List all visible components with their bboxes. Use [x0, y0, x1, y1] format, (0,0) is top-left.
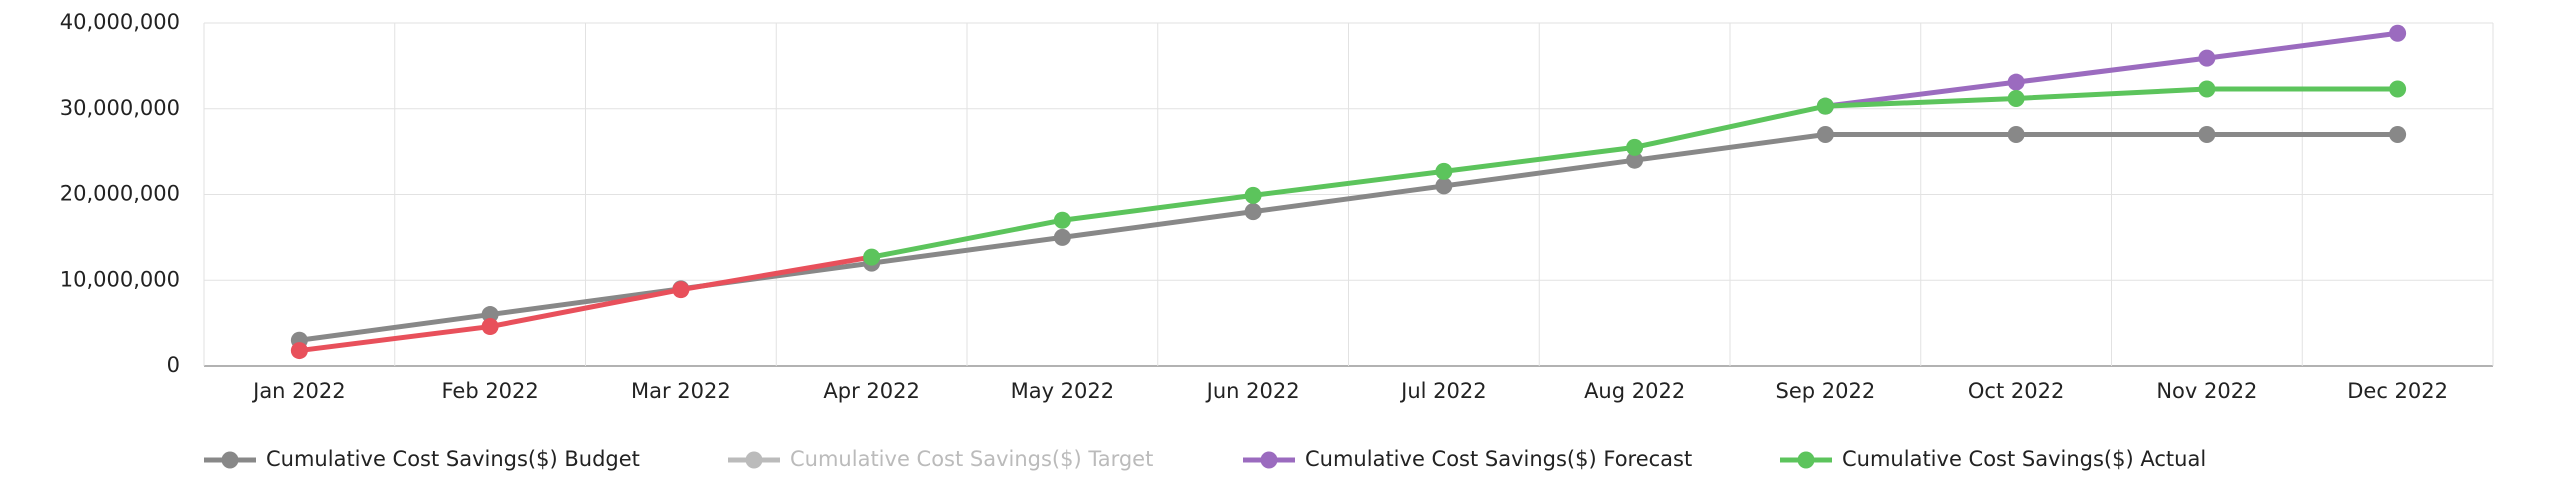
marker — [1053, 211, 1071, 229]
legend-label: Cumulative Cost Savings($) Forecast — [1305, 447, 1692, 471]
marker — [1626, 151, 1644, 169]
y-tick-label: 20,000,000 — [60, 182, 180, 206]
marker — [2389, 24, 2407, 42]
y-tick-label: 30,000,000 — [60, 96, 180, 120]
x-tick-label: Dec 2022 — [2347, 379, 2448, 403]
x-tick-label: Jan 2022 — [251, 379, 346, 403]
marker — [863, 248, 881, 266]
marker — [2007, 125, 2025, 143]
x-tick-label: Jul 2022 — [1399, 379, 1486, 403]
x-tick-label: Sep 2022 — [1776, 379, 1876, 403]
y-tick-label: 40,000,000 — [60, 10, 180, 34]
legend-item[interactable]: Cumulative Cost Savings($) Forecast — [1243, 447, 1692, 471]
marker — [1816, 125, 1834, 143]
marker — [2198, 80, 2216, 98]
marker — [2007, 73, 2025, 91]
marker — [2007, 89, 2025, 107]
legend-item[interactable]: Cumulative Cost Savings($) Actual — [1780, 447, 2206, 471]
series-line — [299, 131, 2398, 343]
marker — [1626, 138, 1644, 156]
marker — [1244, 203, 1262, 221]
legend-symbol — [221, 451, 239, 469]
marker — [2389, 125, 2407, 143]
x-tick-label: May 2022 — [1011, 379, 1115, 403]
marker — [1435, 177, 1453, 195]
marker — [481, 318, 499, 336]
legend-label: Cumulative Cost Savings($) Actual — [1842, 447, 2206, 471]
x-tick-label: Apr 2022 — [823, 379, 919, 403]
legend-item[interactable]: Cumulative Cost Savings($) Budget — [204, 447, 640, 471]
x-tick-label: Mar 2022 — [631, 379, 731, 403]
marker — [2198, 49, 2216, 67]
marker — [1053, 228, 1071, 246]
x-tick-label: Aug 2022 — [1584, 379, 1685, 403]
x-tick-label: Nov 2022 — [2156, 379, 2257, 403]
legend-symbol — [745, 451, 763, 469]
legend-item[interactable]: Cumulative Cost Savings($) Target — [728, 447, 1153, 471]
marker — [1244, 186, 1262, 204]
y-tick-label: 10,000,000 — [60, 267, 180, 291]
y-tick-label: 0 — [167, 353, 180, 377]
x-tick-label: Feb 2022 — [441, 379, 538, 403]
marker — [2389, 80, 2407, 98]
legend-label: Cumulative Cost Savings($) Target — [790, 447, 1153, 471]
legend-symbol — [1260, 451, 1278, 469]
marker — [1816, 97, 1834, 115]
legend-symbol — [1797, 451, 1815, 469]
marker — [2198, 125, 2216, 143]
legend-label: Cumulative Cost Savings($) Budget — [266, 447, 640, 471]
marker — [290, 342, 308, 360]
marker — [1435, 162, 1453, 180]
series-line — [299, 254, 873, 354]
marker — [672, 281, 690, 299]
x-tick-label: Jun 2022 — [1205, 379, 1300, 403]
x-tick-label: Oct 2022 — [1968, 379, 2064, 403]
series-line — [1825, 30, 2398, 109]
marker — [481, 306, 499, 324]
